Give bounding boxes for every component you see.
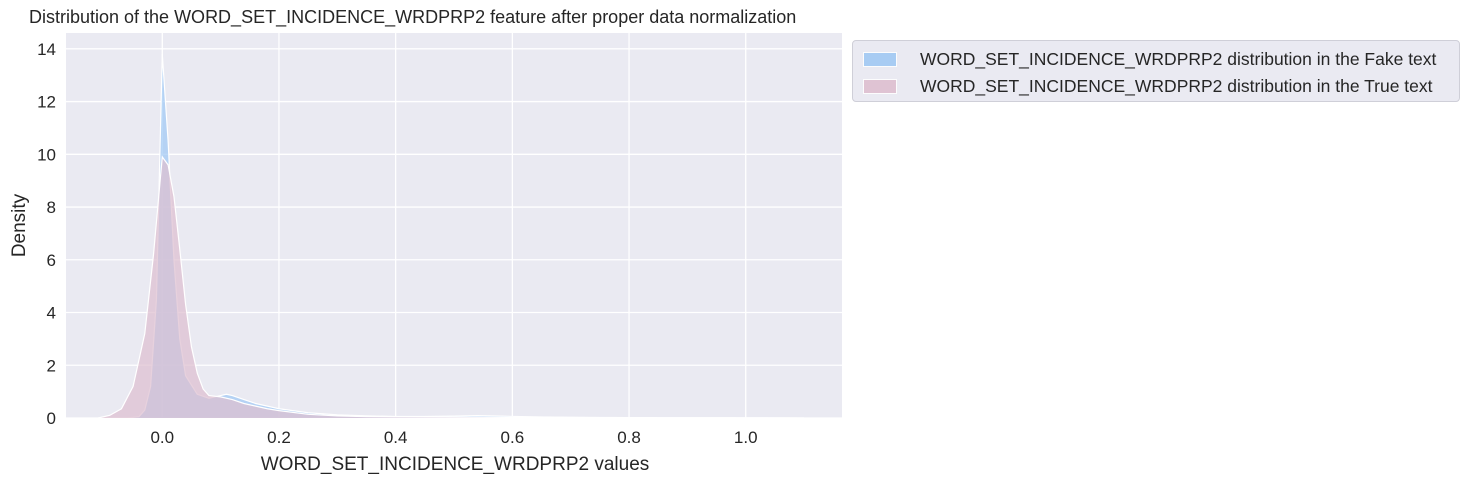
series-layer: [97, 54, 805, 419]
y-tick-label: 2: [47, 356, 56, 375]
x-tick-label: 0.6: [501, 428, 525, 447]
legend-swatch-true: [863, 78, 897, 94]
y-tick-label: 0: [47, 409, 56, 428]
y-tick-label: 4: [47, 304, 56, 323]
y-tick-label: 10: [37, 145, 56, 164]
true-density-area: [98, 156, 805, 418]
legend-label-fake: WORD_SET_INCIDENCE_WRDPRP2 distribution …: [920, 48, 1437, 69]
x-tick-label: 0.8: [617, 428, 641, 447]
chart-title: Distribution of the WORD_SET_INCIDENCE_W…: [29, 7, 797, 27]
y-tick-label: 12: [37, 93, 56, 112]
legend-item-fake: WORD_SET_INCIDENCE_WRDPRP2 distribution …: [863, 47, 1436, 71]
legend: WORD_SET_INCIDENCE_WRDPRP2 distribution …: [852, 40, 1460, 102]
x-tick-label: 0.2: [267, 428, 291, 447]
true-density-edge: [97, 155, 805, 419]
fake-density-edge: [127, 54, 805, 419]
y-tick-label: 8: [47, 198, 56, 217]
legend-swatch-fake: [863, 51, 897, 67]
x-tick-label: 0.0: [150, 428, 174, 447]
tick-labels: 0.0 0.2 0.4 0.6 0.8 1.0 0 2 4 6 8 10 12 14: [37, 40, 757, 447]
x-tick-label: 1.0: [734, 428, 758, 447]
plot-background: [66, 33, 842, 418]
legend-item-true: WORD_SET_INCIDENCE_WRDPRP2 distribution …: [863, 74, 1433, 98]
y-tick-label: 6: [47, 251, 56, 270]
x-axis-label: WORD_SET_INCIDENCE_WRDPRP2 values: [261, 454, 650, 475]
y-tick-label: 14: [37, 40, 56, 59]
y-axis-label: Density: [9, 193, 30, 257]
x-tick-label: 0.4: [384, 428, 408, 447]
legend-label-true: WORD_SET_INCIDENCE_WRDPRP2 distribution …: [920, 75, 1433, 96]
